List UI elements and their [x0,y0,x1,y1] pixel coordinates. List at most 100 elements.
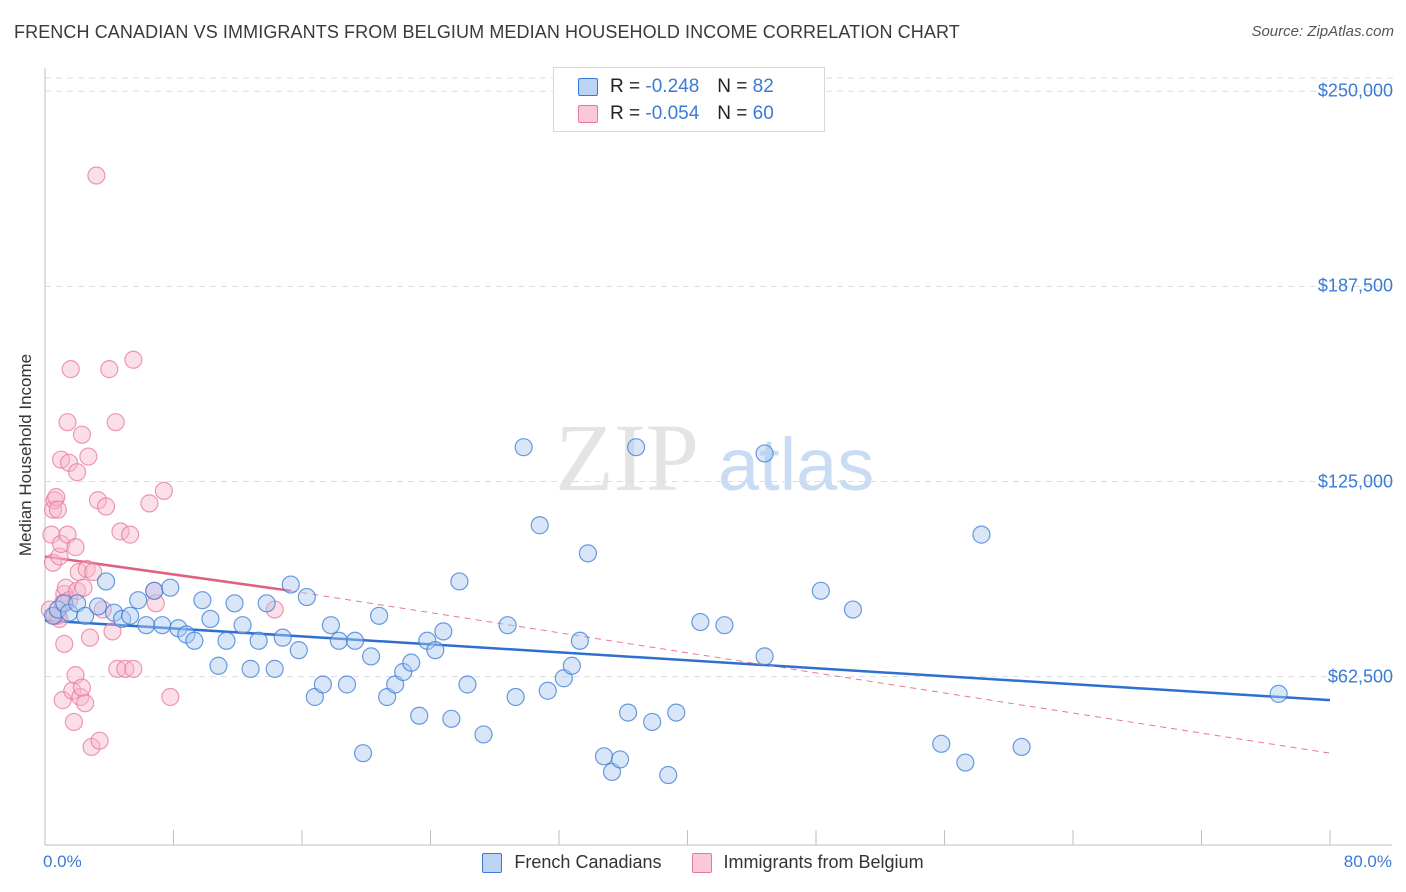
point-french-canadian [458,675,477,694]
y-tick-label: $125,000 [1317,471,1393,492]
point-french-canadian [337,675,357,694]
source-label: Source: ZipAtlas.com [1251,23,1394,40]
series-legend: French Canadians Immigrants from Belgium [0,852,1406,873]
point-belgium [55,634,74,653]
point-french-canadian [538,681,557,700]
point-belgium [64,712,84,732]
watermark: ZIP atlas [555,404,874,511]
point-french-canadian [225,594,244,613]
point-french-canadian [843,600,863,619]
point-french-canadian [578,544,598,563]
point-belgium [74,578,93,597]
point-french-canadian [755,647,774,666]
point-french-canadian [249,631,268,650]
point-french-canadian [55,594,74,613]
y-tick-label: $62,500 [1327,666,1393,687]
point-belgium [161,687,180,707]
point-french-canadian [353,744,373,763]
trend-lines [44,555,1331,754]
point-belgium [111,522,130,541]
point-french-canadian [530,516,549,535]
point-french-canadian [498,616,517,635]
y-tick-label: $250,000 [1317,80,1393,101]
point-belgium [72,678,92,697]
point-french-canadian [811,581,830,600]
point-belgium [103,622,122,641]
legend-n-value: 82 [752,76,774,97]
point-french-canadian [618,703,638,722]
point-french-canadian [185,631,204,650]
point-french-canadian [1012,737,1031,757]
point-french-canadian [217,631,236,650]
legend-row-belgium: R = -0.054 N = 60 [578,101,774,127]
x-axis-min-label: 0.0% [43,852,82,871]
series-label: French Canadians [514,852,662,872]
legend-r-label: R = [610,103,641,124]
chart-title: FRENCH CANADIAN VS IMMIGRANTS FROM BELGI… [14,22,960,42]
point-french-canadian [129,591,148,610]
point-french-canadian [265,659,284,678]
point-belgium [61,360,80,379]
point-belgium [80,628,100,647]
data-points [40,166,1288,785]
point-belgium [58,413,77,432]
point-french-canadian [361,647,381,666]
point-french-canadian [289,641,308,660]
point-belgium [121,525,140,544]
point-french-canadian [442,709,461,728]
point-french-canadian [257,594,276,613]
series-legend-french-canadians: French Canadians [482,852,662,873]
series-swatch-blue [482,852,503,873]
point-belgium [48,500,67,519]
point-french-canadian [145,581,164,600]
point-french-canadian [241,659,260,678]
point-belgium [90,731,109,750]
point-belgium [154,481,173,500]
point-french-canadian [209,656,228,675]
point-french-canadian [610,750,630,769]
point-french-canadian [153,616,172,635]
x-axis-max-label: 80.0% [1343,852,1392,871]
point-belgium [51,534,71,554]
point-french-canadian [691,612,710,632]
point-french-canadian [96,572,116,591]
series-label: Immigrants from Belgium [723,852,924,872]
point-french-canadian [626,438,646,457]
point-french-canadian [370,606,389,625]
point-belgium [93,600,112,619]
point-belgium [42,525,61,544]
grid-lines [45,77,1395,678]
point-french-canadian [562,656,581,675]
point-french-canadian [137,616,156,635]
point-french-canadian [121,606,140,625]
point-belgium [96,497,116,516]
point-french-canadian [667,703,686,722]
point-belgium [124,659,143,678]
watermark-zip: ZIP [555,404,699,511]
axes [44,68,1392,846]
trend-line-belgium-extrapolated [290,590,1331,754]
series-legend-belgium: Immigrants from Belgium [691,852,924,873]
legend-swatch-pink [578,105,598,123]
point-french-canadian [659,765,678,785]
point-belgium [124,350,143,369]
point-french-canadian [506,687,525,707]
point-belgium [53,691,72,710]
point-french-canadian [281,575,300,594]
point-belgium [76,694,95,713]
legend-r-value: -0.054 [645,103,700,124]
point-french-canadian [570,631,589,650]
point-french-canadian [932,734,951,753]
point-french-canadian [514,438,533,457]
point-belgium [100,360,119,379]
point-french-canadian [1269,684,1288,703]
point-belgium [140,494,159,513]
point-french-canadian [313,675,332,694]
point-belgium [72,425,92,444]
point-french-canadian [426,641,445,660]
point-french-canadian [329,631,349,650]
legend-r-label: R = [610,76,641,97]
point-french-canadian [321,616,341,635]
point-french-canadian [76,606,95,625]
